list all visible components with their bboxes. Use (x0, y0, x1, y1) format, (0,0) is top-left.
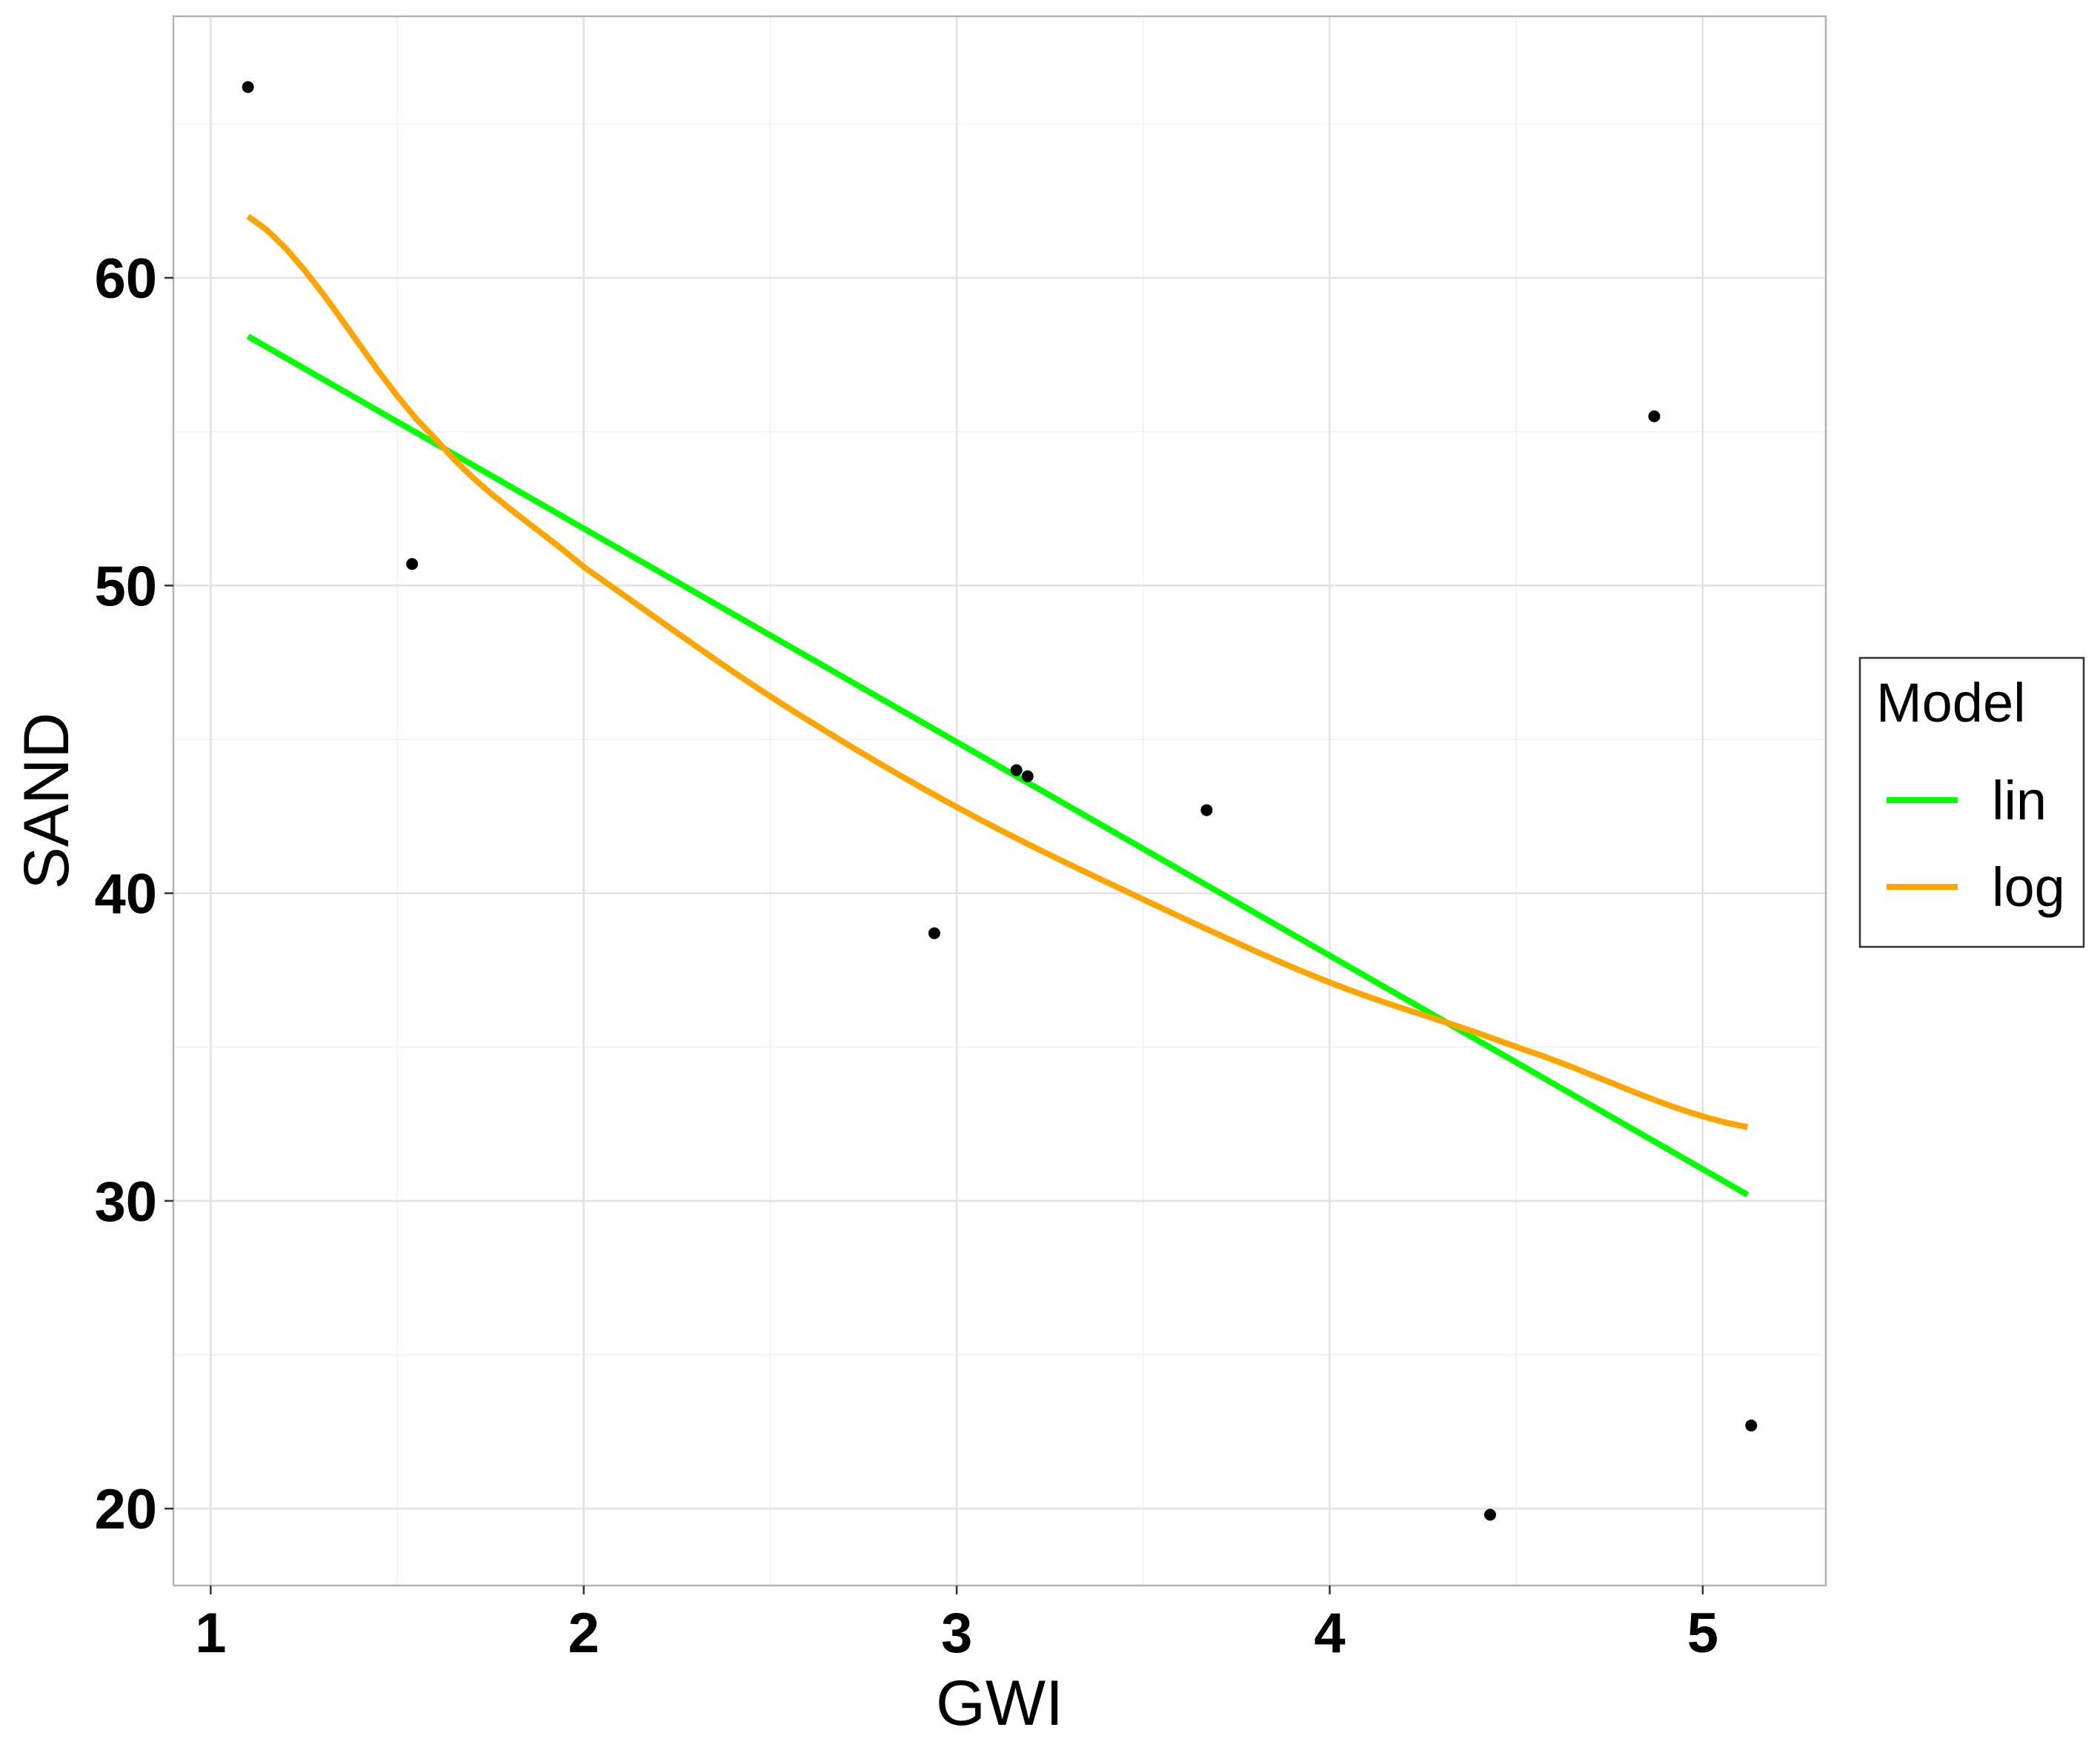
data-point (1483, 1508, 1496, 1521)
major-gridlines (173, 16, 1826, 1586)
data-point (1648, 410, 1661, 422)
legend-label-lin: lin (1992, 770, 2047, 831)
legend: Model lin log (1858, 656, 2085, 948)
y-axis-title: SAND (11, 713, 82, 890)
x-tick-label: 4 (1314, 1602, 1345, 1665)
x-tick-label: 5 (1687, 1602, 1718, 1665)
fit-lines (246, 213, 1750, 1198)
x-tick-label: 1 (195, 1602, 226, 1665)
data-point (1745, 1420, 1758, 1432)
plot-border (172, 15, 1827, 1587)
data-point (1010, 764, 1023, 776)
y-tick-label: 60 (94, 247, 157, 310)
y-tick-label: 50 (94, 555, 157, 618)
y-axis-ticks: 20 30 40 50 60 (94, 247, 173, 1541)
x-tick-label: 2 (568, 1602, 599, 1665)
y-tick-label: 20 (94, 1478, 157, 1541)
fit-line-lin (246, 333, 1750, 1198)
legend-label-log: log (1992, 856, 2065, 918)
data-point (242, 81, 254, 93)
data-points (242, 81, 1758, 1521)
x-axis-ticks: 1 2 3 4 5 (195, 1586, 1718, 1665)
fit-line-log (246, 213, 1749, 1131)
data-point (1021, 770, 1034, 782)
plot-background (173, 16, 1826, 1586)
y-tick-label: 40 (94, 863, 157, 926)
data-point (1200, 804, 1213, 816)
x-tick-label: 3 (941, 1602, 972, 1665)
legend-title: Model (1876, 672, 2026, 733)
x-axis-title: GWI (936, 1668, 1063, 1739)
y-tick-label: 30 (94, 1171, 157, 1234)
data-point (406, 558, 419, 570)
data-point (928, 927, 940, 939)
